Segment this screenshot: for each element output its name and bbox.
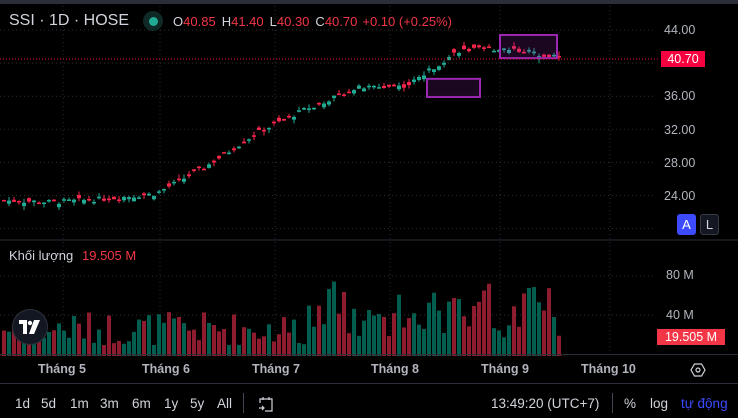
- range-5y-button[interactable]: 5y: [190, 396, 205, 411]
- high-label: H: [221, 13, 232, 29]
- chart-settings-button[interactable]: [690, 362, 706, 383]
- open-value: 40.85: [183, 13, 216, 29]
- clock-timezone-button[interactable]: 13:49:20 (UTC+7): [491, 396, 600, 411]
- settings-hex-icon: [690, 363, 706, 377]
- month-label-6: Tháng 6: [142, 362, 190, 376]
- log-toggle-button[interactable]: log: [650, 396, 669, 411]
- price-tick-44: 44.00: [664, 23, 696, 37]
- percent-scale-button[interactable]: %: [624, 396, 637, 411]
- price-tick-36: 36.00: [664, 89, 696, 103]
- ohlc-values: O40.85 H41.40 L40.30 C40.70: [173, 14, 357, 29]
- month-label-5: Tháng 5: [38, 362, 86, 376]
- toolbar-divider-right: [612, 393, 613, 413]
- low-value: 40.30: [276, 13, 310, 29]
- volume-tick-40m: 40 M: [666, 308, 694, 322]
- window-top-border: [0, 0, 738, 4]
- close-label: C: [315, 13, 325, 29]
- month-label-7: Tháng 7: [252, 362, 300, 376]
- volume-title: Khối lượng: [9, 248, 74, 263]
- current-price-tag: 40.70: [661, 51, 705, 67]
- month-label-9: Tháng 9: [481, 362, 529, 376]
- auto-scale-button[interactable]: A: [677, 214, 696, 235]
- volume-tick-80m: 80 M: [666, 268, 694, 282]
- range-5d-button[interactable]: 5d: [41, 396, 57, 411]
- goto-date-button[interactable]: [257, 395, 275, 418]
- range-all-button[interactable]: All: [217, 396, 233, 411]
- month-label-8: Tháng 8: [371, 362, 419, 376]
- time-axis-top-border: [0, 354, 738, 355]
- current-volume-tag: 19.505 M: [657, 329, 725, 345]
- tradingview-logo-icon: [19, 320, 40, 334]
- high-value: 41.40: [231, 13, 264, 29]
- calendar-goto-icon: [259, 397, 273, 412]
- market-status-icon[interactable]: [143, 11, 164, 31]
- volume-value: 19.505 M: [82, 248, 137, 263]
- price-tick-24: 24.00: [664, 189, 696, 203]
- range-3m-button[interactable]: 3m: [100, 396, 119, 411]
- close-value: 40.70: [324, 13, 358, 29]
- symbol-title[interactable]: SSI · 1D · HOSE: [9, 12, 130, 29]
- range-6m-button[interactable]: 6m: [132, 396, 151, 411]
- month-label-10: Tháng 10: [581, 362, 636, 376]
- bottom-toolbar-border: [0, 383, 738, 384]
- market-open-dot-icon: [148, 16, 158, 26]
- price-change: +0.10 (+0.25%): [362, 13, 452, 29]
- low-label: L: [269, 13, 277, 29]
- chart-legend: SSI · 1D · HOSE O40.85 H41.40 L40.30 C40…: [9, 11, 452, 31]
- price-tick-32: 32.00: [664, 123, 696, 137]
- price-tick-28: 28.00: [664, 156, 696, 170]
- open-label: O: [173, 13, 184, 29]
- toolbar-divider: [243, 393, 244, 413]
- range-1m-button[interactable]: 1m: [70, 396, 89, 411]
- range-1y-button[interactable]: 1y: [164, 396, 179, 411]
- auto-scale-toggle[interactable]: tự động: [681, 396, 728, 411]
- range-1d-button[interactable]: 1d: [15, 396, 31, 411]
- log-scale-button[interactable]: L: [700, 214, 719, 235]
- tradingview-logo[interactable]: [12, 309, 48, 345]
